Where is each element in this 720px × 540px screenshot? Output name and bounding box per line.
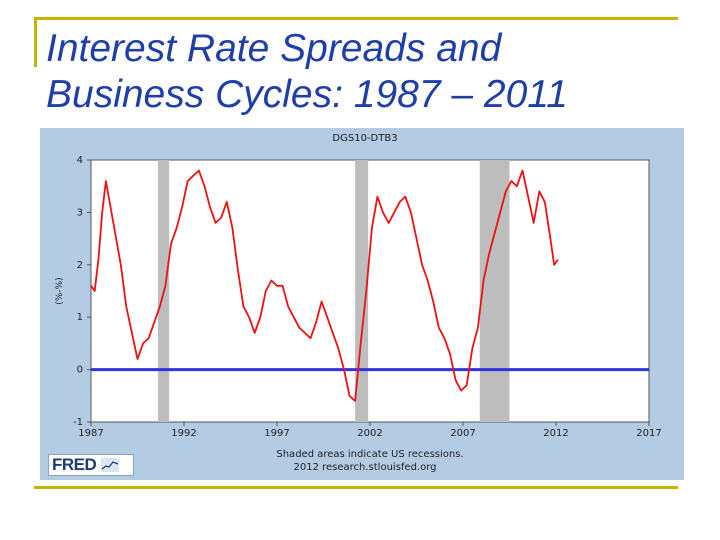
x-tick-label-2002: 2002	[357, 428, 382, 439]
y-tick-label-4: 4	[77, 155, 83, 166]
slide-title-line-1: Interest Rate Spreads and	[46, 27, 502, 70]
x-tick-label-2007: 2007	[450, 428, 475, 439]
fred-mini-chart-icon	[101, 458, 120, 472]
top-rule	[34, 17, 678, 20]
fred-logo-text: FRED	[52, 455, 97, 474]
x-tick-label-1997: 1997	[264, 428, 289, 439]
slide-title: Interest Rate Spreads and Business Cycle…	[46, 26, 686, 118]
y-tick-label-1: 1	[77, 312, 83, 323]
y-tick-label-2: 2	[77, 260, 83, 271]
left-rule	[34, 17, 37, 67]
chart-title: DGS10-DTB3	[332, 133, 397, 144]
x-tick-label-2017: 2017	[636, 428, 661, 439]
fred-chart: 1987 1992 1997 2002 2007 2012 2017 -1 0 1 2 3 4 DGS1…	[55, 133, 662, 473]
recession-band-3	[479, 160, 510, 422]
slide-title-line-2: Business Cycles: 1987 – 2011	[46, 73, 568, 116]
x-tick-label-1992: 1992	[171, 428, 196, 439]
series-line-1	[90, 169, 559, 402]
footnote-source: 2012 research.stlouisfed.org	[293, 462, 436, 473]
series-layer	[90, 169, 559, 402]
axis-layer: 1987 1992 1997 2002 2007 2012 2017 -1 0 1 2 3 4	[73, 155, 662, 439]
bottom-rule	[34, 486, 678, 489]
x-tick-label-1987: 1987	[78, 428, 103, 439]
recession-band-2	[355, 160, 369, 422]
y-tick-label-0: 0	[77, 365, 83, 376]
chart-frame: 1987 1992 1997 2002 2007 2012 2017 -1 0 1 2 3 4 DGS1…	[40, 128, 684, 480]
plot-area	[90, 159, 650, 423]
y-axis-label: (%-%)	[55, 277, 65, 304]
x-tick-label-2012: 2012	[543, 428, 568, 439]
y-tick-label--1: -1	[73, 417, 83, 428]
fred-logo: FRED	[48, 454, 134, 476]
y-tick-label-3: 3	[77, 207, 83, 218]
footnote-recessions: Shaded areas indicate US recessions.	[276, 449, 463, 460]
